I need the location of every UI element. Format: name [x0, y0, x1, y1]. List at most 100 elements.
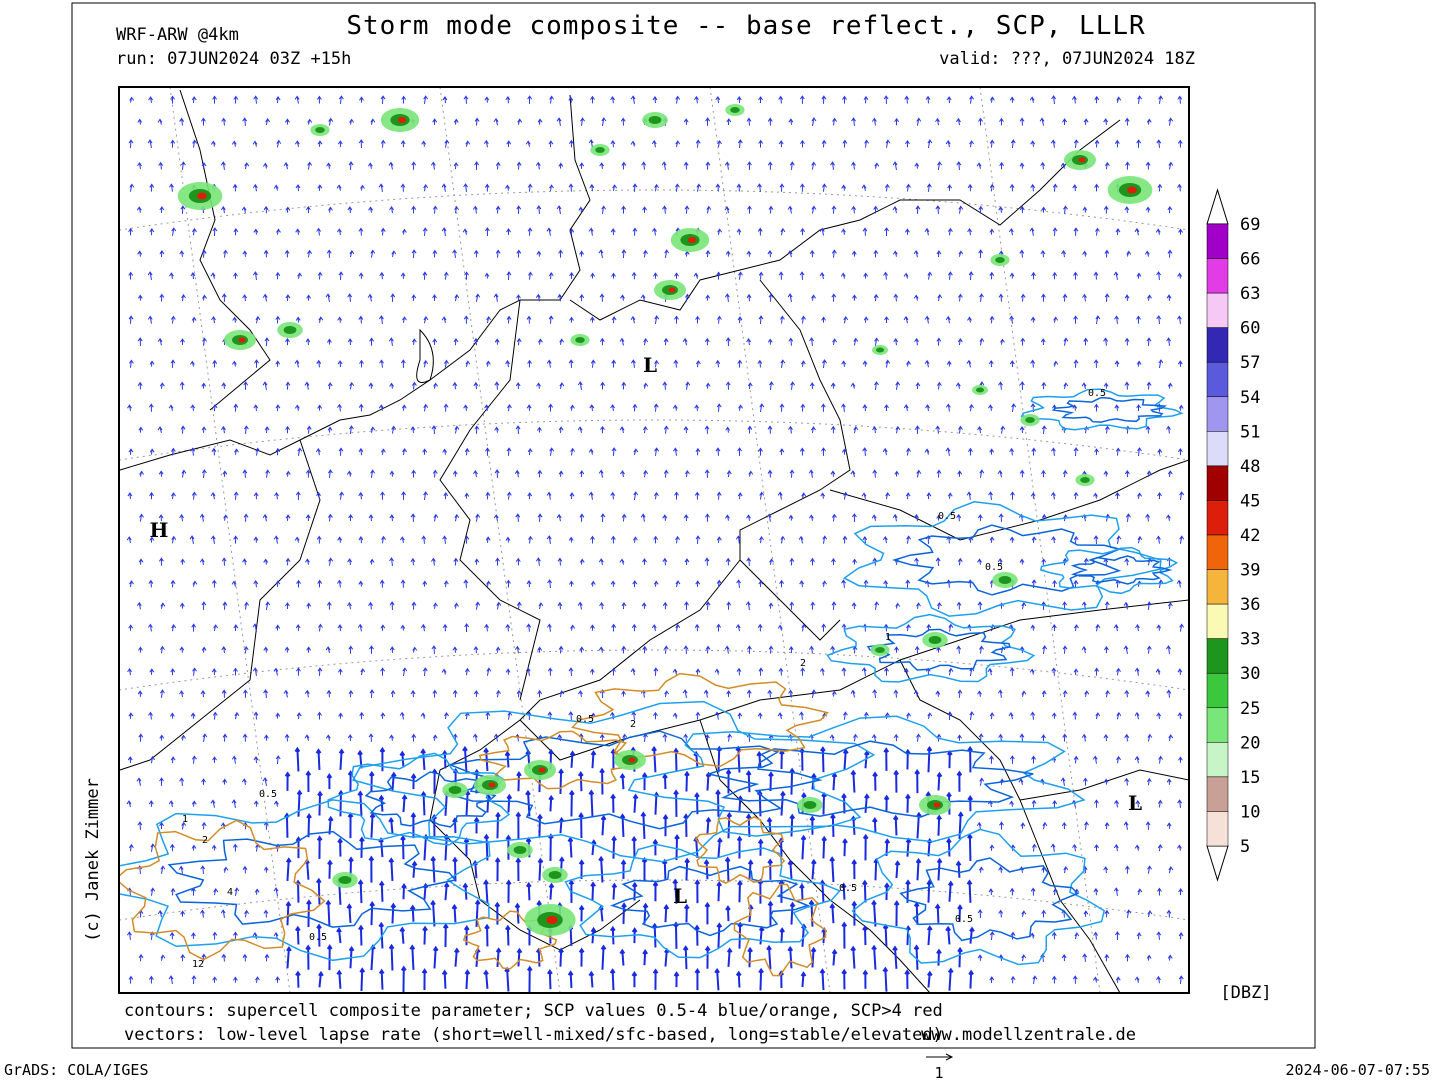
colorbar-segment — [1206, 292, 1229, 328]
colorbar-segment — [1206, 776, 1229, 812]
border-line — [899, 659, 1121, 993]
vector-scale: 1 — [934, 1064, 943, 1080]
pressure-center: L — [643, 353, 657, 377]
reflectivity-peak — [488, 782, 496, 788]
lapse-rate-vectors-long — [284, 745, 975, 993]
pressure-center: L — [1128, 791, 1142, 815]
colorbar-label: 39 — [1240, 561, 1260, 581]
reflectivity-core — [448, 786, 462, 794]
scp-contour-blue — [351, 700, 876, 863]
colorbar-label: 51 — [1240, 422, 1260, 442]
scp-contour-blue-inner — [899, 857, 1080, 942]
scp-contour-blue-inner — [866, 628, 1011, 671]
colorbar-label: 66 — [1240, 250, 1260, 270]
border-line — [119, 94, 591, 471]
contour-label: 1 — [885, 632, 891, 643]
reflectivity-peak — [546, 916, 558, 924]
reflectivity-core — [995, 257, 1005, 263]
border-line — [739, 279, 851, 641]
reflectivity-core — [875, 647, 885, 653]
reflectivity-core — [595, 147, 605, 153]
border-line — [1019, 769, 1189, 801]
colorbar-segment — [1206, 258, 1229, 294]
colorbar-label: 48 — [1240, 457, 1260, 477]
colorbar-label: 45 — [1240, 491, 1260, 511]
contour-label: 0.5 — [1088, 388, 1106, 399]
scp-contour-orange — [119, 819, 326, 961]
reflectivity-peak — [1078, 157, 1086, 163]
colorbar-label: 15 — [1240, 768, 1260, 788]
pressure-center: L — [673, 884, 687, 908]
contour-label: 0.5 — [955, 914, 973, 925]
colorbar-top-cap — [1206, 188, 1229, 225]
scp-contour-blue-inner — [891, 524, 1122, 596]
valid-label: valid: ???, 07JUN2024 18Z — [939, 49, 1195, 69]
vector-scale-arrowhead — [945, 1053, 954, 1061]
colorbar-label: 30 — [1240, 664, 1260, 684]
reflectivity-core — [338, 876, 352, 884]
reflectivity-core — [283, 326, 297, 334]
scp-contour-blue — [1039, 546, 1179, 595]
border-line — [119, 439, 321, 771]
scp-contour-blue — [851, 828, 1106, 966]
reflectivity-core — [876, 347, 884, 353]
scp-contour-blue — [1020, 388, 1184, 431]
colorbar-label: 20 — [1240, 733, 1260, 753]
border-line — [179, 89, 271, 411]
contour-label: 1 — [182, 814, 188, 825]
colorbar-segment — [1206, 500, 1229, 536]
reflectivity-core — [1025, 417, 1035, 423]
scp-contour-blue — [842, 501, 1162, 617]
scp-contour-orange — [571, 672, 829, 768]
reflectivity-peak — [238, 337, 246, 343]
contour-label: 12 — [192, 959, 204, 970]
pressure-center: H — [150, 518, 169, 542]
reflectivity-core — [315, 127, 325, 133]
reflectivity-core — [648, 116, 662, 124]
reflectivity-peak — [197, 192, 207, 200]
run-label: run: 07JUN2024 03Z +15h — [116, 49, 351, 69]
scp-contour-blue — [327, 752, 511, 846]
software: GrADS: COLA/IGES — [4, 1061, 149, 1079]
reflectivity-core — [1080, 477, 1090, 483]
reflectivity-core — [575, 337, 585, 343]
scp-contour-blue — [826, 613, 1036, 683]
reflectivity-core — [730, 107, 740, 113]
timestamp: 2024-06-07-07:55 — [1286, 1061, 1431, 1079]
scp-contour-orange — [694, 816, 786, 884]
scp-contour-blue — [564, 843, 841, 959]
reflectivity-peak — [933, 802, 941, 808]
contour-label: 2 — [630, 719, 636, 730]
border-line — [829, 459, 1189, 541]
contour-label: 2 — [800, 658, 806, 669]
colorbar-bottom-cap — [1206, 845, 1229, 882]
contour-label: 0.5 — [309, 932, 327, 943]
scp-contour-blue-inner — [167, 830, 457, 928]
reflectivity-peak — [687, 237, 697, 243]
reflectivity-core — [803, 801, 817, 809]
colorbar-label: 57 — [1240, 353, 1260, 373]
scp-contour-blue-inner — [1070, 555, 1173, 585]
colorbar-segment — [1206, 327, 1229, 363]
colorbar-segment — [1206, 431, 1229, 467]
scp-contour-blue-inner — [364, 771, 497, 828]
contour-label: 4 — [227, 887, 233, 898]
reflectivity-peak — [628, 757, 636, 763]
contour-label: 0.5 — [938, 511, 956, 522]
colorbar-segment — [1206, 396, 1229, 432]
colorbar-label: 69 — [1240, 215, 1260, 235]
border-line — [519, 599, 1189, 761]
reflectivity-core — [976, 387, 984, 393]
colorbar-segment — [1206, 361, 1229, 398]
website: www.modellzentrale.de — [921, 1025, 1136, 1045]
contour-label: 2 — [202, 835, 208, 846]
reflectivity-peak — [668, 287, 676, 293]
border-line — [416, 328, 434, 383]
colorbar-segment — [1206, 603, 1229, 639]
lapse-rate-vectors — [126, 95, 1185, 985]
colorbar-label: 36 — [1240, 595, 1260, 615]
scp-contour-blue-inner — [1051, 396, 1167, 423]
colorbar-label: 63 — [1240, 284, 1260, 304]
border-line — [569, 119, 1121, 321]
